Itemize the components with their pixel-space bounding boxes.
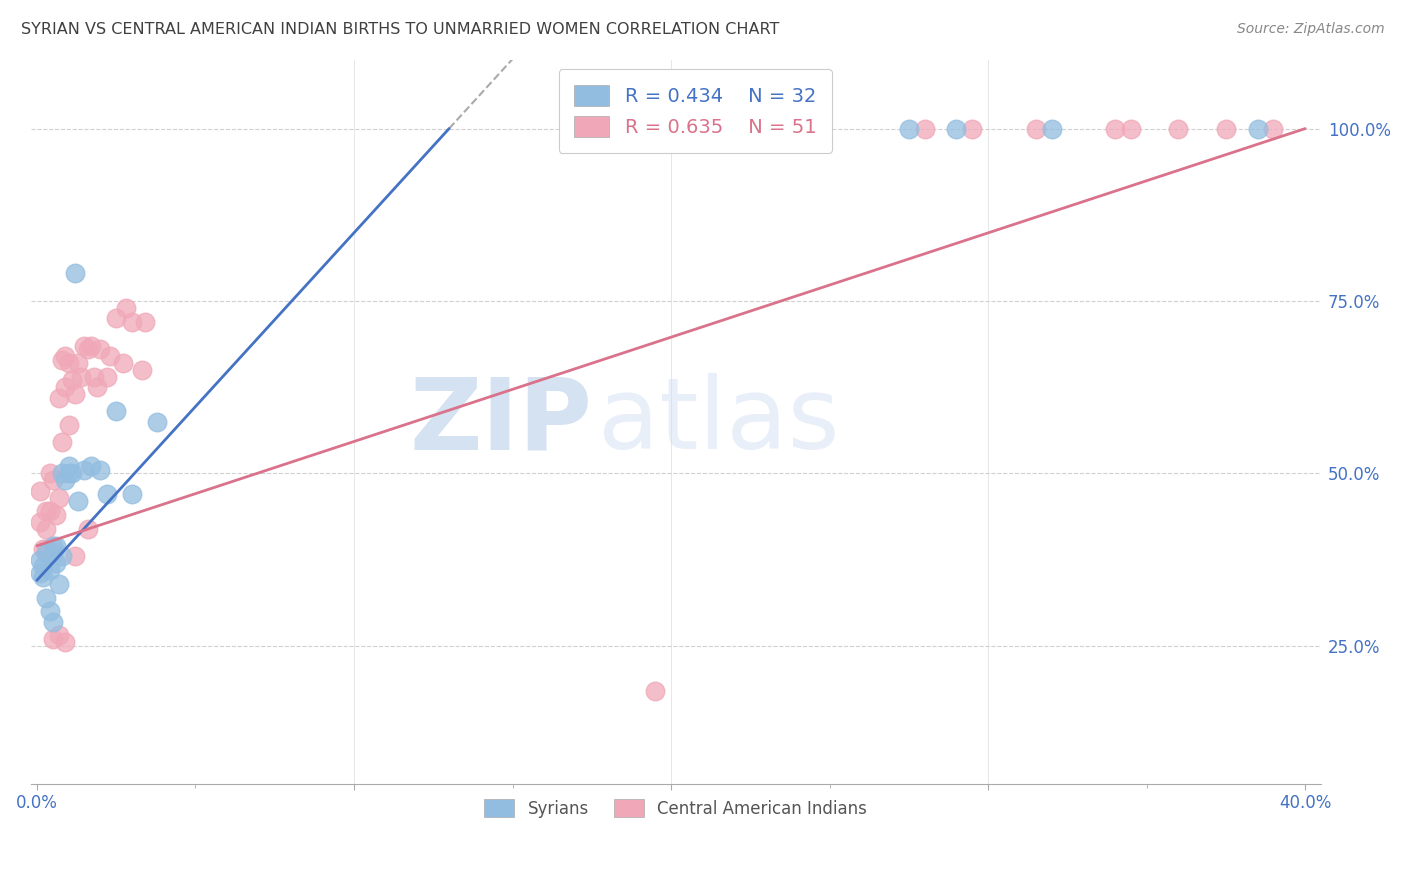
Point [962,121,984,136]
Point [98,349,121,363]
Point [96,369,118,384]
Point [67,494,90,508]
Point [80,459,103,474]
Point [644,683,666,698]
Point [76,522,98,536]
Point [35,591,58,605]
Point [42,615,65,629]
Point [134,315,156,329]
Point [73,339,96,353]
Point [146,415,169,429]
Point [35,542,58,557]
Point [38,467,60,481]
Point [38,563,60,577]
Point [45,539,67,553]
Point [60,467,83,481]
Point [89,463,111,477]
Point [914,121,936,136]
Point [63,549,86,563]
Point [105,311,128,326]
Point [35,504,58,518]
Point [58,467,80,481]
Point [55,349,77,363]
Point [58,418,80,433]
Point [1215,121,1237,136]
Point [48,576,70,591]
Point [1025,121,1047,136]
Point [1104,121,1126,136]
Point [58,356,80,370]
Point [30,515,52,529]
Point [30,566,52,581]
Point [38,504,60,518]
Text: SYRIAN VS CENTRAL AMERICAN INDIAN BIRTHS TO UNMARRIED WOMEN CORRELATION CHART: SYRIAN VS CENTRAL AMERICAN INDIAN BIRTHS… [21,22,779,37]
Point [67,356,90,370]
Point [30,483,52,498]
Point [1040,121,1063,136]
Point [114,301,136,315]
Point [51,467,73,481]
Point [42,473,65,487]
Point [42,546,65,560]
Point [897,121,920,136]
Point [1263,121,1285,136]
Point [48,491,70,505]
Point [1119,121,1142,136]
Point [45,508,67,522]
Point [32,559,55,574]
Text: atlas: atlas [599,373,839,470]
Point [945,121,967,136]
Point [51,549,73,563]
Point [48,391,70,405]
Point [45,556,67,570]
Point [70,369,93,384]
Point [89,343,111,357]
Point [55,473,77,487]
Point [76,343,98,357]
Point [105,404,128,418]
Point [73,463,96,477]
Point [38,604,60,618]
Point [35,522,58,536]
Point [1167,121,1189,136]
Point [42,539,65,553]
Text: ZIP: ZIP [409,373,592,470]
Point [30,552,52,566]
Legend: Syrians, Central American Indians: Syrians, Central American Indians [477,790,876,826]
Point [131,363,153,377]
Point [55,380,77,394]
Point [96,487,118,501]
Point [86,380,108,394]
Point [48,628,70,642]
Point [35,546,58,560]
Point [80,339,103,353]
Point [121,315,143,329]
Point [51,435,73,450]
Point [32,542,55,557]
Point [60,373,83,387]
Point [32,570,55,584]
Point [51,352,73,367]
Point [83,369,105,384]
Point [121,487,143,501]
Point [55,635,77,649]
Point [111,356,134,370]
Text: Source: ZipAtlas.com: Source: ZipAtlas.com [1237,22,1385,37]
Point [1246,121,1268,136]
Point [63,387,86,401]
Point [58,459,80,474]
Point [42,632,65,646]
Point [63,266,86,280]
